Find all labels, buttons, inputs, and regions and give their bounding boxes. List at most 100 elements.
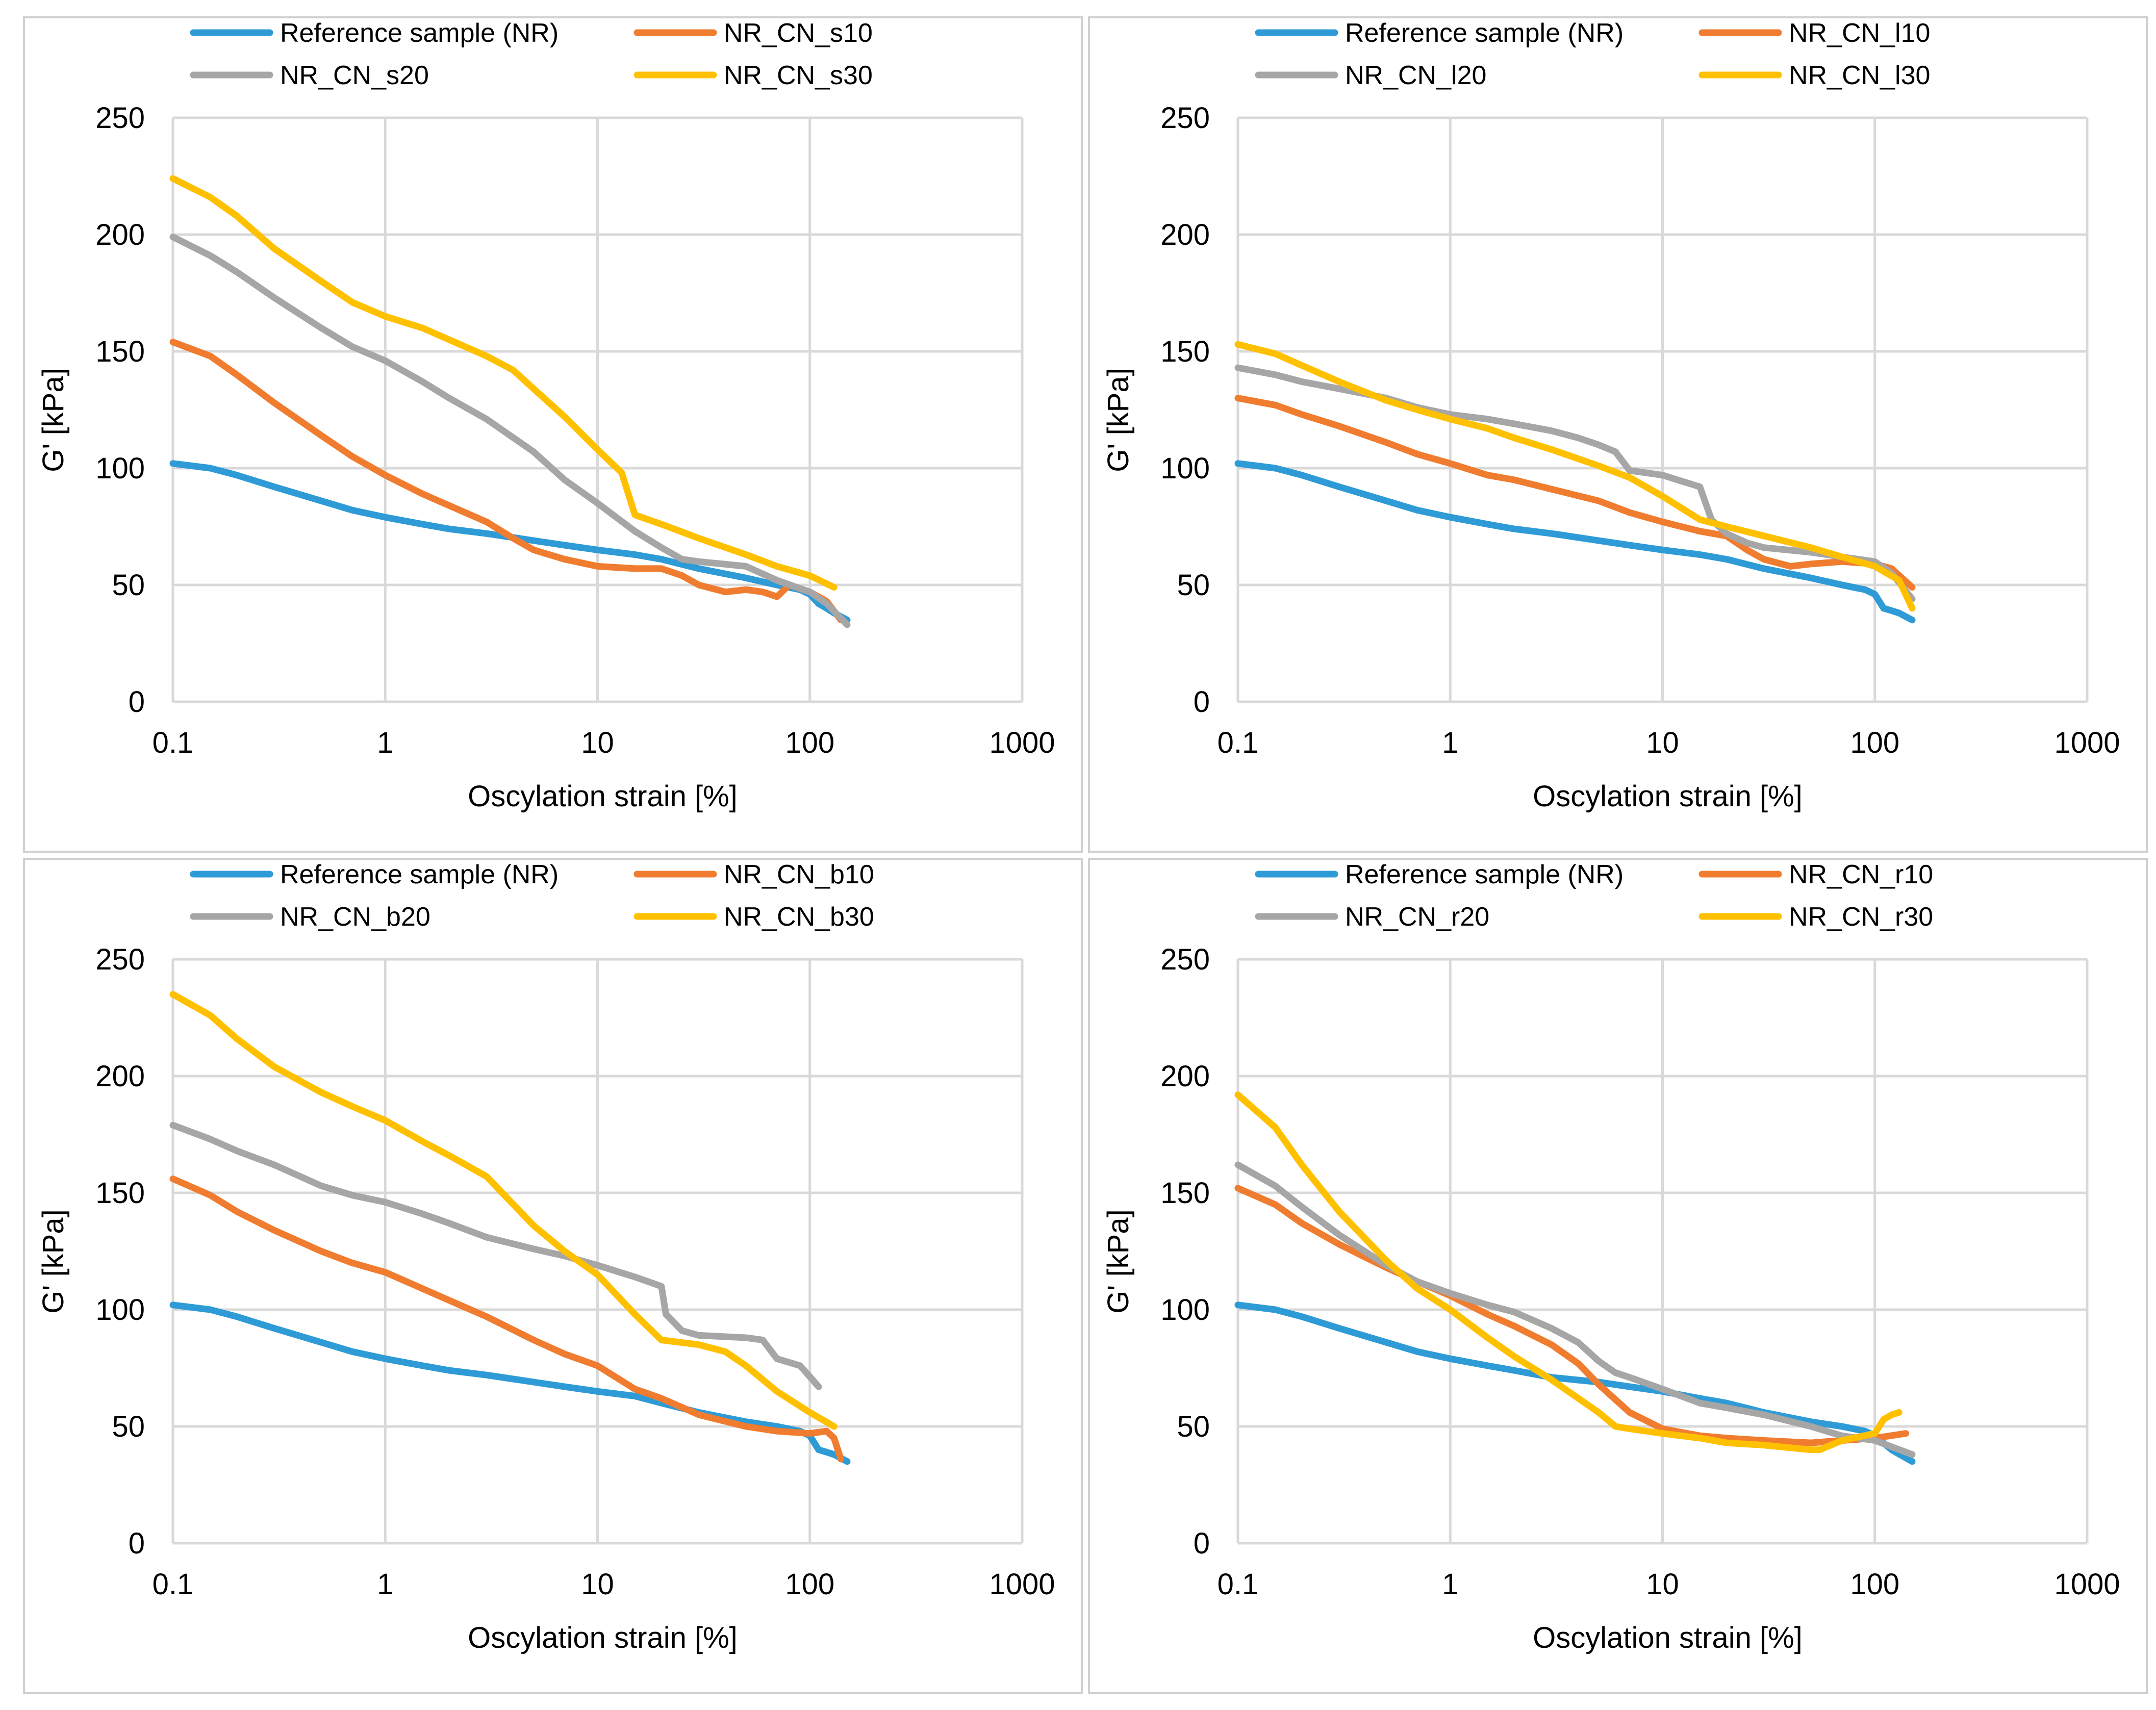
legend-label: NR_CN_l30 — [1789, 61, 1930, 90]
y-tick-label: 100 — [1160, 452, 1210, 485]
x-tick-label: 0.1 — [1217, 726, 1259, 759]
y-tick-label: 250 — [95, 101, 145, 135]
x-tick-label: 1 — [377, 1568, 393, 1601]
series-line-reference-sample-nr- — [1234, 1301, 1916, 1465]
y-tick-label: 50 — [1177, 569, 1210, 602]
x-tick-label: 1000 — [2054, 1568, 2120, 1601]
y-tick-label: 0 — [129, 685, 145, 719]
x-tick-label: 100 — [1850, 726, 1899, 759]
x-tick-label: 100 — [785, 1568, 834, 1601]
series-group — [1234, 341, 1916, 624]
series-line-reference-sample-nr- — [1234, 460, 1916, 624]
series-line-nr-cn-r20 — [1234, 1161, 1916, 1458]
y-tick-label: 200 — [95, 1060, 145, 1093]
y-axis-title: G' [kPa] — [1102, 368, 1135, 472]
series-line-nr-cn-s10 — [169, 339, 845, 624]
y-tick-label: 100 — [95, 1293, 145, 1326]
x-tick-label: 1000 — [2054, 726, 2120, 759]
legend-label: Reference sample (NR) — [1345, 860, 1624, 889]
legend: Reference sample (NR) NR_CN_l10 NR_CN_l20 N… — [1255, 18, 1930, 90]
chart-panel-b-series: 0 50 100 150 200 250 0.1 1 10 100 1000 Oscylation s… — [23, 858, 1083, 1694]
series-group — [1234, 1091, 1916, 1465]
x-tick-label: 10 — [581, 1568, 614, 1601]
y-tick-label: 50 — [112, 569, 145, 602]
x-tick-label: 1000 — [989, 726, 1055, 759]
y-tick-label: 100 — [1160, 1293, 1210, 1326]
legend-label: NR_CN_r30 — [1789, 902, 1933, 932]
y-axis-title: G' [kPa] — [37, 368, 70, 472]
legend-label: Reference sample (NR) — [280, 18, 559, 48]
gridlines — [171, 958, 1024, 1545]
y-tick-label: 0 — [1194, 685, 1210, 719]
series-line-nr-cn-r10 — [1234, 1185, 1910, 1446]
chart-svg-b-series: 0 50 100 150 200 250 0.1 1 10 100 1000 Oscylation s… — [37, 860, 1055, 1654]
chart-svg-s-series: 0 50 100 150 200 250 0.1 1 10 100 1000 Oscylation s… — [37, 18, 1055, 813]
y-tick-label: 250 — [1160, 943, 1210, 976]
series-line-nr-cn-r30 — [1234, 1091, 1903, 1453]
y-axis-title: G' [kPa] — [37, 1209, 70, 1313]
legend: Reference sample (NR) NR_CN_s10 NR_CN_s20 N… — [190, 18, 873, 90]
y-tick-label: 100 — [95, 452, 145, 485]
series-line-nr-cn-s20 — [169, 234, 851, 628]
y-tick-label: 150 — [95, 335, 145, 368]
series-group — [169, 175, 851, 628]
legend-label: NR_CN_r10 — [1789, 860, 1933, 889]
chart-panel-r-series: 0 50 100 150 200 250 0.1 1 10 100 1000 Oscylation s… — [1088, 858, 2148, 1694]
chart-svg-r-series: 0 50 100 150 200 250 0.1 1 10 100 1000 Oscylation s… — [1102, 860, 2120, 1654]
y-axis-title: G' [kPa] — [1102, 1209, 1135, 1313]
x-tick-label: 1 — [377, 726, 393, 759]
legend: Reference sample (NR) NR_CN_r10 NR_CN_r20 N… — [1255, 860, 1933, 932]
series-line-reference-sample-nr- — [169, 460, 851, 624]
x-tick-label: 100 — [1850, 1568, 1899, 1601]
series-line-nr-cn-b20 — [169, 1121, 822, 1390]
y-tick-label: 150 — [1160, 1177, 1210, 1210]
x-tick-label: 0.1 — [1217, 1568, 1259, 1601]
legend-label: Reference sample (NR) — [1345, 18, 1624, 48]
series-line-nr-cn-s30 — [169, 175, 838, 591]
x-axis-title: Oscylation strain [%] — [468, 1621, 738, 1654]
series-line-nr-cn-b30 — [169, 991, 838, 1430]
legend-label: NR_CN_l20 — [1345, 61, 1486, 90]
gridlines — [171, 116, 1024, 703]
chart-panel-s-series: 0 50 100 150 200 250 0.1 1 10 100 1000 Oscylation s… — [23, 16, 1083, 853]
x-tick-label: 0.1 — [153, 726, 194, 759]
y-tick-label: 0 — [129, 1527, 145, 1560]
legend-label: NR_CN_b30 — [724, 902, 874, 932]
y-tick-label: 200 — [95, 218, 145, 251]
legend-label: Reference sample (NR) — [280, 860, 559, 889]
x-axis-title: Oscylation strain [%] — [468, 780, 738, 813]
x-tick-label: 1000 — [989, 1568, 1055, 1601]
series-line-reference-sample-nr- — [169, 1301, 851, 1465]
y-tick-label: 150 — [95, 1177, 145, 1210]
x-tick-label: 1 — [1442, 1568, 1458, 1601]
legend: Reference sample (NR) NR_CN_b10 NR_CN_b20 N… — [190, 860, 874, 932]
x-tick-label: 0.1 — [153, 1568, 194, 1601]
legend-label: NR_CN_s20 — [280, 61, 429, 90]
legend-label: NR_CN_s10 — [724, 18, 873, 48]
y-tick-label: 200 — [1160, 218, 1210, 251]
x-tick-label: 1 — [1442, 726, 1458, 759]
series-line-nr-cn-b10 — [169, 1176, 845, 1463]
x-axis-title: Oscylation strain [%] — [1533, 780, 1803, 813]
y-tick-label: 250 — [1160, 101, 1210, 135]
y-tick-label: 150 — [1160, 335, 1210, 368]
legend-label: NR_CN_b10 — [724, 860, 874, 889]
legend-label: NR_CN_r20 — [1345, 902, 1489, 932]
legend-label: NR_CN_l10 — [1789, 18, 1930, 48]
x-tick-label: 10 — [1646, 726, 1679, 759]
chart-panel-l-series: 0 50 100 150 200 250 0.1 1 10 100 1000 Oscylation s… — [1088, 16, 2148, 853]
y-tick-label: 50 — [1177, 1410, 1210, 1443]
x-axis-title: Oscylation strain [%] — [1533, 1621, 1803, 1654]
series-line-nr-cn-l30 — [1234, 341, 1916, 612]
x-tick-label: 10 — [1646, 1568, 1679, 1601]
legend-label: NR_CN_s30 — [724, 61, 873, 90]
y-tick-label: 0 — [1194, 1527, 1210, 1560]
series-line-nr-cn-l10 — [1234, 395, 1916, 591]
y-tick-label: 50 — [112, 1410, 145, 1443]
x-tick-label: 100 — [785, 726, 834, 759]
series-group — [169, 991, 851, 1465]
gridlines — [1236, 116, 2089, 703]
chart-svg-l-series: 0 50 100 150 200 250 0.1 1 10 100 1000 Oscylation s… — [1102, 18, 2120, 813]
legend-label: NR_CN_b20 — [280, 902, 430, 932]
y-tick-label: 250 — [95, 943, 145, 976]
